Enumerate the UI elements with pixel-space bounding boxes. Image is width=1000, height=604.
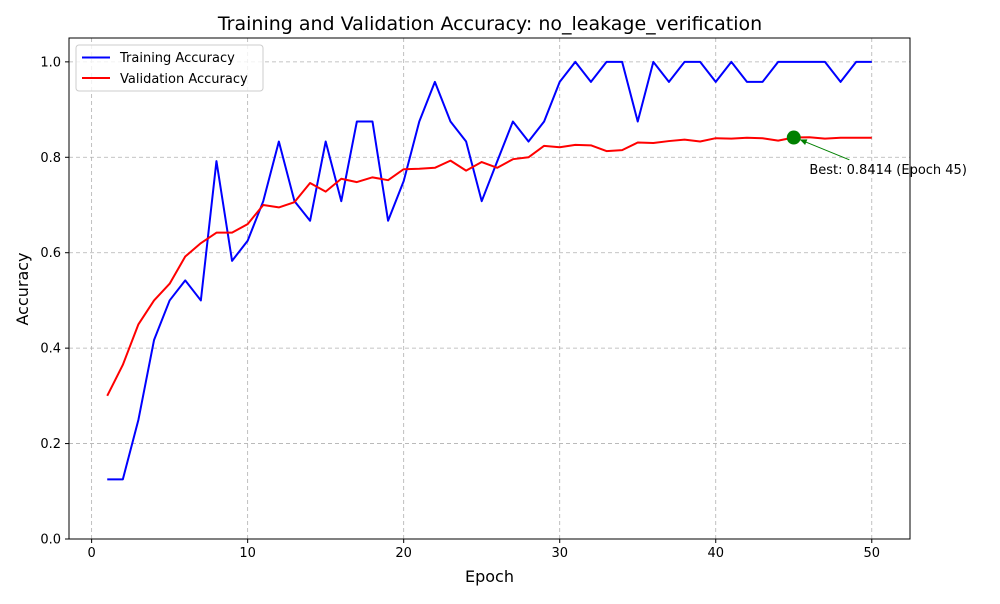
plot-area-frame <box>68 37 911 540</box>
legend-label-validation: Validation Accuracy <box>120 72 248 87</box>
x-tick-label: 30 <box>551 546 568 561</box>
y-tick-label: 0.8 <box>40 151 61 166</box>
best-arrow-line <box>799 139 850 161</box>
x-axis-ticks: 0 10 20 30 40 50 <box>87 539 880 561</box>
x-tick-label: 10 <box>239 546 256 561</box>
y-tick-label: 0.6 <box>40 246 61 261</box>
series-lines <box>106 60 872 481</box>
best-point-marker <box>786 130 801 145</box>
best-point-label: Best: 0.8414 (Epoch 45) <box>809 163 967 178</box>
legend-box <box>75 44 264 92</box>
legend-label-training: Training Accuracy <box>119 51 235 66</box>
x-tick-label: 0 <box>87 546 95 561</box>
chart-title: Training and Validation Accuracy: no_lea… <box>217 13 762 35</box>
y-axis-label: Accuracy <box>13 252 32 325</box>
best-arrow-head <box>799 139 808 145</box>
y-axis-ticks: 0.0 0.2 0.4 0.6 0.8 1.0 <box>40 55 69 548</box>
y-tick-label: 0.0 <box>40 533 61 548</box>
y-tick-label: 1.0 <box>40 55 61 70</box>
validation-accuracy-line <box>106 136 872 397</box>
best-annotation: Best: 0.8414 (Epoch 45) <box>786 130 967 178</box>
y-tick-label: 0.4 <box>40 342 61 357</box>
x-tick-label: 40 <box>707 546 724 561</box>
x-tick-label: 50 <box>863 546 880 561</box>
y-tick-label: 0.2 <box>40 437 61 452</box>
x-tick-label: 20 <box>395 546 412 561</box>
x-axis-label: Epoch <box>465 567 514 586</box>
legend: Training Accuracy Validation Accuracy <box>75 44 264 92</box>
training-accuracy-line <box>107 60 872 481</box>
